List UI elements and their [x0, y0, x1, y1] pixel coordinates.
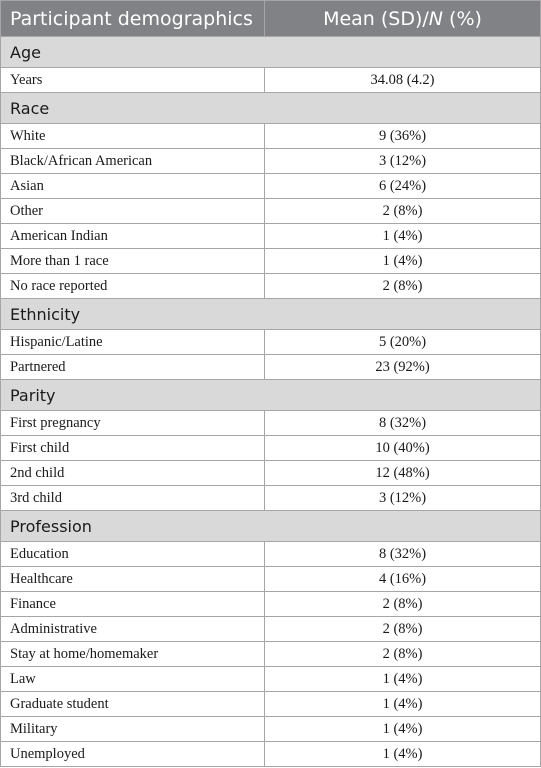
- row-label: Asian: [0, 173, 265, 199]
- row-label: Military: [0, 716, 265, 742]
- row-label: 3rd child: [0, 485, 265, 511]
- row-value: 3 (12%): [264, 485, 541, 511]
- row-value: 2 (8%): [264, 198, 541, 224]
- row-value: 6 (24%): [264, 173, 541, 199]
- row-value: 3 (12%): [264, 148, 541, 174]
- table-row: Healthcare 4 (16%): [0, 566, 541, 592]
- section-title: Parity: [0, 379, 541, 411]
- row-label: Administrative: [0, 616, 265, 642]
- table-row: Administrative 2 (8%): [0, 616, 541, 642]
- table-row: Asian 6 (24%): [0, 173, 541, 199]
- row-value: 2 (8%): [264, 273, 541, 299]
- row-value: 12 (48%): [264, 460, 541, 486]
- row-label: White: [0, 123, 265, 149]
- row-value: 23 (92%): [264, 354, 541, 380]
- table-row: More than 1 race 1 (4%): [0, 248, 541, 274]
- row-label: Partnered: [0, 354, 265, 380]
- row-value: 1 (4%): [264, 666, 541, 692]
- row-value: 1 (4%): [264, 741, 541, 767]
- table-row: Other 2 (8%): [0, 198, 541, 224]
- row-value: 1 (4%): [264, 716, 541, 742]
- row-label: First pregnancy: [0, 410, 265, 436]
- section-title: Race: [0, 92, 541, 124]
- row-label: Hispanic/Latine: [0, 329, 265, 355]
- row-value: 1 (4%): [264, 223, 541, 249]
- table-row: Stay at home/homemaker 2 (8%): [0, 641, 541, 667]
- row-value: 8 (32%): [264, 410, 541, 436]
- table-row: White 9 (36%): [0, 123, 541, 149]
- row-value: 4 (16%): [264, 566, 541, 592]
- row-value: 8 (32%): [264, 541, 541, 567]
- table-row: Hispanic/Latine 5 (20%): [0, 329, 541, 355]
- row-label: No race reported: [0, 273, 265, 299]
- row-value: 2 (8%): [264, 616, 541, 642]
- row-label: Unemployed: [0, 741, 265, 767]
- section-title: Profession: [0, 510, 541, 542]
- table-row: 3rd child 3 (12%): [0, 485, 541, 511]
- table-row: Partnered 23 (92%): [0, 354, 541, 380]
- row-value: 1 (4%): [264, 691, 541, 717]
- row-label: More than 1 race: [0, 248, 265, 274]
- table-body: Age Years 34.08 (4.2) Race White 9 (36%) Black…: [0, 36, 541, 767]
- section-row: Ethnicity: [0, 298, 541, 330]
- section-title: Ethnicity: [0, 298, 541, 330]
- table-row: Years 34.08 (4.2): [0, 67, 541, 93]
- row-label: Law: [0, 666, 265, 692]
- section-row: Race: [0, 92, 541, 124]
- header-col2-italic: N: [428, 7, 444, 30]
- row-label: American Indian: [0, 223, 265, 249]
- table-row: 2nd child 12 (48%): [0, 460, 541, 486]
- row-label: Other: [0, 198, 265, 224]
- table-row: Black/African American 3 (12%): [0, 148, 541, 174]
- row-value: 34.08 (4.2): [264, 67, 541, 93]
- row-label: Healthcare: [0, 566, 265, 592]
- header-mean-sd-n: Mean (SD)/N (%): [264, 0, 541, 37]
- row-label: First child: [0, 435, 265, 461]
- table-row: Finance 2 (8%): [0, 591, 541, 617]
- row-value: 5 (20%): [264, 329, 541, 355]
- header-row: Participant demographics Mean (SD)/N (%): [0, 0, 541, 37]
- row-value: 2 (8%): [264, 641, 541, 667]
- table-row: Military 1 (4%): [0, 716, 541, 742]
- table-row: Graduate student 1 (4%): [0, 691, 541, 717]
- table-row: First child 10 (40%): [0, 435, 541, 461]
- table-row: Unemployed 1 (4%): [0, 741, 541, 767]
- header-col2-prefix: Mean (SD)/: [323, 7, 429, 30]
- row-label: Stay at home/homemaker: [0, 641, 265, 667]
- row-value: 2 (8%): [264, 591, 541, 617]
- section-row: Profession: [0, 510, 541, 542]
- table-row: American Indian 1 (4%): [0, 223, 541, 249]
- row-label: Graduate student: [0, 691, 265, 717]
- section-title: Age: [0, 36, 541, 68]
- table-row: No race reported 2 (8%): [0, 273, 541, 299]
- table-row: First pregnancy 8 (32%): [0, 410, 541, 436]
- row-label: Years: [0, 67, 265, 93]
- header-participant-demographics: Participant demographics: [0, 0, 265, 37]
- row-label: Education: [0, 541, 265, 567]
- section-row: Age: [0, 36, 541, 68]
- header-col2-suffix: (%): [443, 7, 482, 30]
- section-row: Parity: [0, 379, 541, 411]
- row-value: 10 (40%): [264, 435, 541, 461]
- row-value: 1 (4%): [264, 248, 541, 274]
- row-label: Black/African American: [0, 148, 265, 174]
- table-row: Education 8 (32%): [0, 541, 541, 567]
- table-row: Law 1 (4%): [0, 666, 541, 692]
- row-label: Finance: [0, 591, 265, 617]
- row-value: 9 (36%): [264, 123, 541, 149]
- row-label: 2nd child: [0, 460, 265, 486]
